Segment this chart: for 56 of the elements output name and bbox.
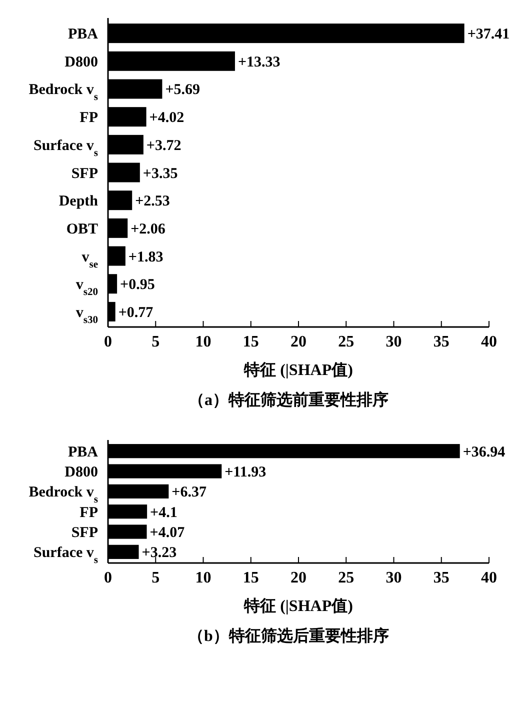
data-label: +0.77	[118, 304, 154, 321]
data-label: +3.35	[142, 166, 178, 182]
x-tick-label: 0	[104, 569, 112, 586]
y-tick-label: SFP	[71, 166, 98, 182]
text: （b）特征筛选后重要性排序	[188, 626, 389, 645]
y-tick-label: v$_{se}$	[82, 249, 98, 270]
x-tick-label: 5	[152, 333, 160, 350]
y-tick-label: Surface v$_{s}$	[34, 138, 98, 158]
y-tick-label: D800	[64, 464, 98, 481]
y-tick-label: v$_{s30}$	[76, 304, 98, 326]
x-tick-label: 30	[386, 333, 402, 350]
x-tick-label: 0	[104, 333, 112, 350]
x-tick-label: 20	[290, 569, 306, 586]
x-tick-label: 40	[481, 569, 497, 586]
y-tick-label: Depth	[58, 194, 99, 210]
data-label: +11.93	[224, 464, 266, 481]
x-tick-label: 15	[242, 333, 259, 350]
data-label: +4.07	[150, 524, 186, 541]
y-tick-label: v$_{s20}$	[76, 277, 98, 298]
data-label: +6.37	[172, 484, 207, 501]
x-tick-label: 25	[338, 333, 354, 350]
x-tick-label: 10	[195, 569, 212, 586]
y-tick-label: SFP	[71, 524, 98, 541]
x-tick-label: 35	[433, 333, 450, 350]
y-tick-label: PBA	[68, 444, 98, 460]
x-tick-label: 30	[386, 569, 402, 586]
data-label: +2.53	[135, 194, 170, 210]
data-label: +2.06	[130, 221, 166, 238]
x-tick-label: 5	[152, 569, 160, 586]
x-tick-label: 20	[290, 333, 306, 350]
data-label: +1.83	[128, 249, 164, 266]
data-label: +37.41	[467, 26, 510, 43]
data-label: +3.23	[142, 545, 177, 562]
x-tick-label: 40	[481, 333, 497, 350]
data-label: +4.1	[150, 504, 178, 521]
y-tick-label: OBT	[66, 221, 98, 238]
x-tick-label: 25	[338, 569, 354, 586]
y-tick-label: PBA	[68, 26, 98, 43]
x-tick-label: 35	[433, 569, 450, 586]
data-label: +3.72	[146, 138, 182, 154]
y-tick-label: Bedrock v$_{s}$	[28, 82, 98, 103]
data-label: +36.94	[462, 444, 506, 460]
data-label: +4.02	[149, 110, 184, 126]
x-tick-label: 15	[242, 569, 259, 586]
y-tick-label: Surface v$_{s}$	[34, 545, 98, 566]
x-tick-label: 10	[195, 333, 212, 350]
y-tick-label: D800	[64, 54, 98, 70]
text: （a）特征筛选前重要性排序	[188, 390, 388, 409]
x-axis-title: 特征 (|SHAP值)	[243, 361, 353, 379]
y-tick-label: Bedrock v$_{s}$	[28, 484, 98, 506]
data-label: +13.33	[238, 54, 280, 70]
data-label: +0.95	[120, 277, 155, 294]
x-axis-title: 特征 (|SHAP值)	[243, 597, 353, 615]
y-tick-label: FP	[80, 504, 98, 521]
data-label: +5.69	[165, 82, 200, 98]
y-tick-label: FP	[80, 110, 98, 126]
